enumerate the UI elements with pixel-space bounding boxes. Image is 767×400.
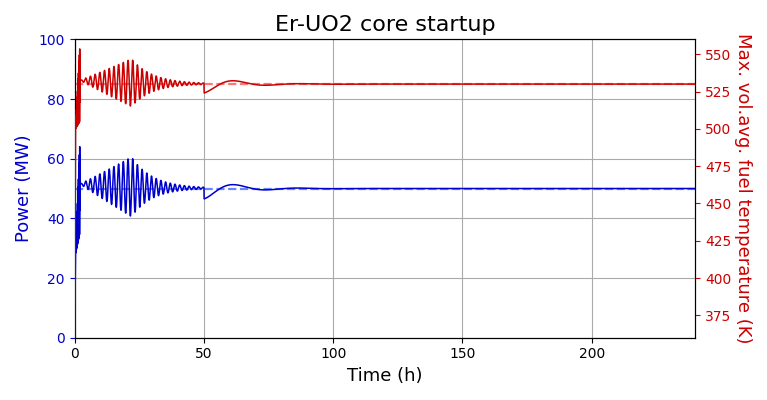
Y-axis label: Power (MW): Power (MW) bbox=[15, 135, 33, 242]
Y-axis label: Max. vol.avg. fuel temperature (K): Max. vol.avg. fuel temperature (K) bbox=[734, 33, 752, 344]
X-axis label: Time (h): Time (h) bbox=[347, 367, 423, 385]
Title: Er-UO2 core startup: Er-UO2 core startup bbox=[275, 15, 495, 35]
